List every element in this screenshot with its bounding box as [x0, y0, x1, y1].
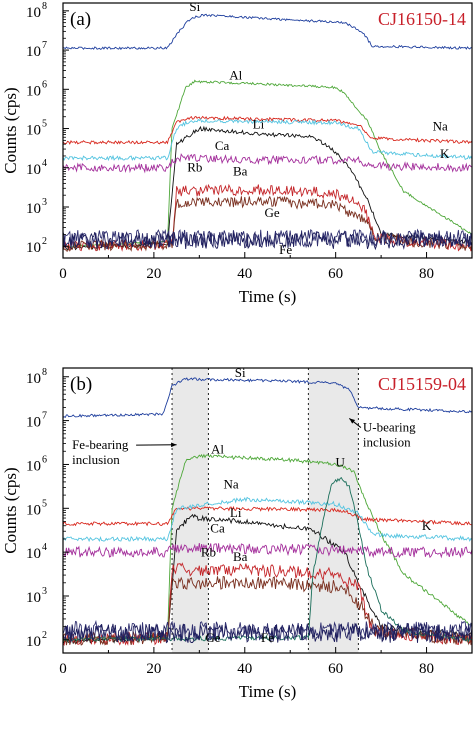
panel-b: Si Al Na K Li Ca Rb Ba U Ge Fe Fe-bearing inclusion U… — [1, 365, 473, 701]
panel1-y-tick-exponent: 3 — [42, 586, 47, 597]
panel0-y-tick-label: 10 — [26, 123, 41, 139]
panel1-y-tick-label: 10 — [26, 415, 41, 431]
panel0-series-label-ca: Ca — [215, 138, 230, 153]
panel1-series-label-u: U — [336, 455, 346, 470]
panel0-y-tick-exponent: 6 — [42, 79, 47, 90]
panel0-x-tick-label: 40 — [237, 266, 252, 282]
panel0-series-ca-line — [63, 153, 472, 174]
panel1-y-tick-label: 10 — [26, 458, 41, 474]
panel1-annotation-0: Fe-bearing inclusion — [72, 437, 129, 467]
panel1-panel-label: (b) — [70, 374, 92, 395]
panel1-annotation-arrowhead-1 — [349, 418, 356, 424]
panel1-series-label-k: K — [422, 518, 432, 533]
panel1-series-rb-line — [63, 562, 472, 647]
panel0-y-tick-exponent: 8 — [42, 1, 47, 12]
panel0-series-label-li: Li — [253, 117, 265, 132]
panel1-y-tick-label: 10 — [26, 546, 41, 562]
panel1-series-label-ca: Ca — [210, 520, 225, 535]
panel0-y-axis-title: Counts (cps) — [1, 87, 20, 173]
panel1-series-label-al: Al — [211, 442, 224, 457]
panel1-x-tick-label: 40 — [237, 661, 252, 677]
panel0-series-label-fe: Fe — [279, 242, 292, 257]
panel1-annotation-arrowhead-0 — [171, 442, 177, 448]
panel1-series-k-line — [63, 496, 472, 543]
panel0-series-label-na: Na — [433, 119, 448, 134]
panel1-y-tick-exponent: 7 — [42, 411, 47, 422]
panel1-x-tick-label: 80 — [419, 661, 434, 677]
panel0-series-label-si: Si — [189, 0, 200, 14]
panel1-y-tick-exponent: 2 — [42, 630, 47, 641]
panel1-series-label-na: Na — [224, 477, 239, 492]
panel0-series-k-line — [63, 118, 472, 162]
panel1-series-label-ge: Ge — [205, 630, 220, 645]
panel1-series-label-ba: Ba — [233, 549, 248, 564]
panel1-x-axis-title: Time (s) — [239, 682, 296, 701]
panel0-series-label-ge: Ge — [264, 205, 279, 220]
panel1-series-na-line — [63, 505, 472, 527]
panel0-y-tick-label: 10 — [26, 162, 41, 178]
panel1-series-ca-line — [63, 542, 472, 559]
panel1-y-tick-label: 10 — [26, 502, 41, 518]
panel1-y-tick-label: 10 — [26, 371, 41, 387]
panel0-series-fe-line — [63, 230, 472, 251]
panel0-y-tick-exponent: 7 — [42, 40, 47, 51]
panel0-x-tick-label: 0 — [59, 266, 67, 282]
panel1-series-label-fe: Fe — [261, 630, 274, 645]
panel1-plot-frame — [62, 367, 473, 654]
panel0-sample-label: CJ16150-14 — [378, 9, 466, 29]
panel0-y-tick-exponent: 3 — [42, 197, 47, 208]
panel0-series-label-ba: Ba — [233, 164, 248, 179]
panel1-series-al-line — [63, 453, 472, 642]
panel0-y-tick-label: 10 — [26, 240, 41, 256]
panel0-y-tick-exponent: 4 — [42, 158, 47, 169]
panel0-series-al-line — [63, 79, 472, 248]
panel0-x-axis-title: Time (s) — [239, 287, 296, 306]
panel0-y-tick-label: 10 — [26, 44, 41, 60]
panel1-sample-label: CJ15159-04 — [378, 374, 466, 394]
panel0-series-label-k: K — [440, 146, 450, 161]
panel1-y-tick-exponent: 4 — [42, 542, 47, 553]
panel1-x-tick-label: 20 — [146, 661, 161, 677]
panel1-y-tick-exponent: 5 — [42, 498, 47, 509]
panel0-y-tick-label: 10 — [26, 201, 41, 217]
panel1-series-si-line — [63, 377, 472, 419]
panel1-x-tick-label: 60 — [328, 661, 343, 677]
panel1-x-tick-label: 0 — [59, 661, 67, 677]
panel1-y-tick-label: 10 — [26, 634, 41, 650]
panel0-series-label-al: Al — [229, 68, 242, 83]
panel0-series-na-line — [63, 115, 472, 145]
panel1-series-label-rb: Rb — [201, 545, 216, 560]
panel0-y-tick-label: 10 — [26, 5, 41, 21]
panel0-x-tick-label: 60 — [328, 266, 343, 282]
panel0-x-tick-label: 80 — [419, 266, 434, 282]
panel1-series-u-line — [63, 477, 472, 643]
panel0-y-tick-exponent: 5 — [42, 119, 47, 130]
panel1-y-tick-label: 10 — [26, 590, 41, 606]
panel1-y-tick-exponent: 6 — [42, 454, 47, 465]
panel0-series-ge-line — [63, 228, 472, 249]
panel0-y-tick-label: 10 — [26, 83, 41, 99]
panel0-x-tick-label: 20 — [146, 266, 161, 282]
panel1-series-label-si: Si — [235, 365, 246, 380]
panel0-series-label-rb: Rb — [187, 160, 202, 175]
panel1-annotation-1: U-bearing inclusion — [363, 420, 416, 450]
panel1-series-ge-line — [63, 619, 472, 642]
panel0-series-si-line — [63, 13, 472, 51]
panel0-y-tick-exponent: 2 — [42, 236, 47, 247]
panel0-series-ba-line — [63, 195, 472, 252]
panel1-series-label-li: Li — [230, 505, 242, 520]
panel0-panel-label: (a) — [70, 9, 91, 30]
panel1-y-axis-title: Counts (cps) — [1, 467, 20, 553]
panel1-series-fe-line — [63, 621, 472, 644]
panel1-y-tick-exponent: 8 — [42, 367, 47, 378]
